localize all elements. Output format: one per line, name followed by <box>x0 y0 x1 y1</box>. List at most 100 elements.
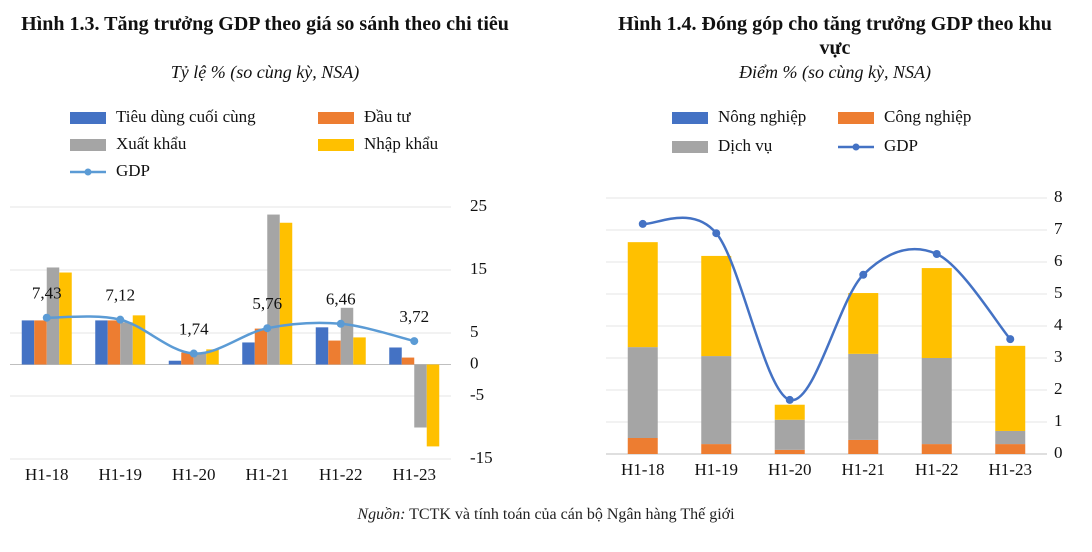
bar <box>21 320 35 365</box>
x-tick-label: H1-18 <box>621 460 664 479</box>
bar-segment <box>848 293 879 354</box>
bar-segment <box>848 439 879 454</box>
legend-swatch <box>672 141 708 153</box>
bar <box>107 320 121 365</box>
y-tick-label: 3 <box>1054 347 1063 366</box>
bar-segment <box>921 358 952 445</box>
legend-swatch <box>672 112 708 124</box>
bar <box>181 352 194 365</box>
legend-swatch <box>318 112 354 124</box>
y-tick-label: 5 <box>470 322 479 341</box>
x-tick-label: H1-23 <box>393 465 436 484</box>
line-marker <box>42 313 51 322</box>
legend-marker <box>84 168 92 176</box>
bar <box>279 222 293 365</box>
bar-segment <box>774 449 805 454</box>
bar <box>426 364 440 447</box>
bar-segment <box>627 347 658 438</box>
y-tick-label: 7 <box>1054 219 1063 238</box>
legend-label: Đầu tư <box>364 107 411 126</box>
line <box>642 216 1012 402</box>
y-tick-label: 8 <box>1054 187 1063 206</box>
bar-segment <box>701 356 732 445</box>
y-tick-label: 2 <box>1054 379 1063 398</box>
legend-swatch <box>70 139 106 151</box>
y-tick-label: 0 <box>470 353 479 372</box>
legend-swatch <box>318 139 354 151</box>
y-tick-label: 1 <box>1054 411 1063 430</box>
bar <box>120 322 133 365</box>
legend-swatch <box>70 112 106 124</box>
bar-segment <box>627 242 658 348</box>
line <box>46 315 415 355</box>
bar <box>254 328 268 365</box>
x-tick-label: H1-20 <box>768 460 811 479</box>
bar <box>340 307 354 365</box>
line-marker <box>336 319 345 328</box>
chart-subtitle: Tỷ lệ % (so cùng kỳ, NSA) <box>170 62 360 82</box>
data-label: 5,76 <box>252 294 282 313</box>
legend-label: Nông nghiệp <box>718 107 806 126</box>
bar <box>34 320 47 365</box>
x-tick-label: H1-18 <box>25 465 68 484</box>
bar-segment <box>995 444 1026 454</box>
data-label: 7,12 <box>105 286 135 305</box>
line-marker <box>712 229 721 238</box>
x-tick-label: H1-19 <box>695 460 738 479</box>
line-marker <box>189 349 198 358</box>
legend-label: Dịch vụ <box>718 136 773 155</box>
legend-label: Nhập khẩu <box>364 134 439 153</box>
y-tick-label: 5 <box>1054 283 1063 302</box>
bar <box>353 337 366 365</box>
y-tick-label: -5 <box>470 385 484 404</box>
bar-segment <box>774 404 805 420</box>
y-tick-label: -15 <box>470 448 493 467</box>
source-label: Nguồn: <box>357 506 406 523</box>
data-label: 3,72 <box>399 307 429 326</box>
bar <box>168 360 182 365</box>
line-marker <box>859 270 868 279</box>
bar <box>132 315 146 365</box>
line-marker <box>1006 335 1015 344</box>
line-marker <box>932 250 941 258</box>
x-tick-label: H1-21 <box>842 460 885 479</box>
line-marker <box>410 337 419 346</box>
bar-segment <box>995 430 1026 445</box>
legend-label: Xuất khẩu <box>116 134 187 153</box>
bar <box>242 342 255 365</box>
bar <box>414 364 427 428</box>
x-tick-label: H1-23 <box>989 460 1032 479</box>
legend-swatch <box>838 112 874 124</box>
x-tick-label: H1-20 <box>172 465 215 484</box>
bar <box>401 357 415 365</box>
line-marker <box>638 219 647 228</box>
chart-title: Hình 1.4. Đóng góp cho tăng trưởng GDP t… <box>618 13 1052 59</box>
bar <box>193 352 207 365</box>
x-tick-label: H1-21 <box>246 465 289 484</box>
bar-segment <box>701 255 732 357</box>
y-tick-label: 25 <box>470 196 487 215</box>
legend-label: GDP <box>116 161 150 180</box>
bar-segment <box>921 268 952 358</box>
bar <box>59 272 72 365</box>
y-tick-label: 0 <box>1054 443 1063 462</box>
source-text: TCTK và tính toán của cán bộ Ngân hàng T… <box>409 506 735 523</box>
legend-label: Công nghiệp <box>884 107 971 126</box>
bar <box>95 320 108 365</box>
line-marker <box>263 324 272 333</box>
bar-segment <box>627 438 658 454</box>
line-marker <box>116 315 125 324</box>
bar-segment <box>701 444 732 454</box>
x-tick-label: H1-22 <box>319 465 362 484</box>
bar <box>328 340 341 365</box>
bar-segment <box>848 353 879 440</box>
y-tick-label: 15 <box>470 259 487 278</box>
chart-subtitle: Điểm % (so cùng kỳ, NSA) <box>739 62 931 82</box>
y-tick-label: 6 <box>1054 251 1063 270</box>
bar-segment <box>921 444 952 454</box>
bar <box>206 349 219 365</box>
x-tick-label: H1-22 <box>915 460 958 479</box>
legend-label: Tiêu dùng cuối cùng <box>116 107 256 126</box>
bar <box>389 347 402 365</box>
